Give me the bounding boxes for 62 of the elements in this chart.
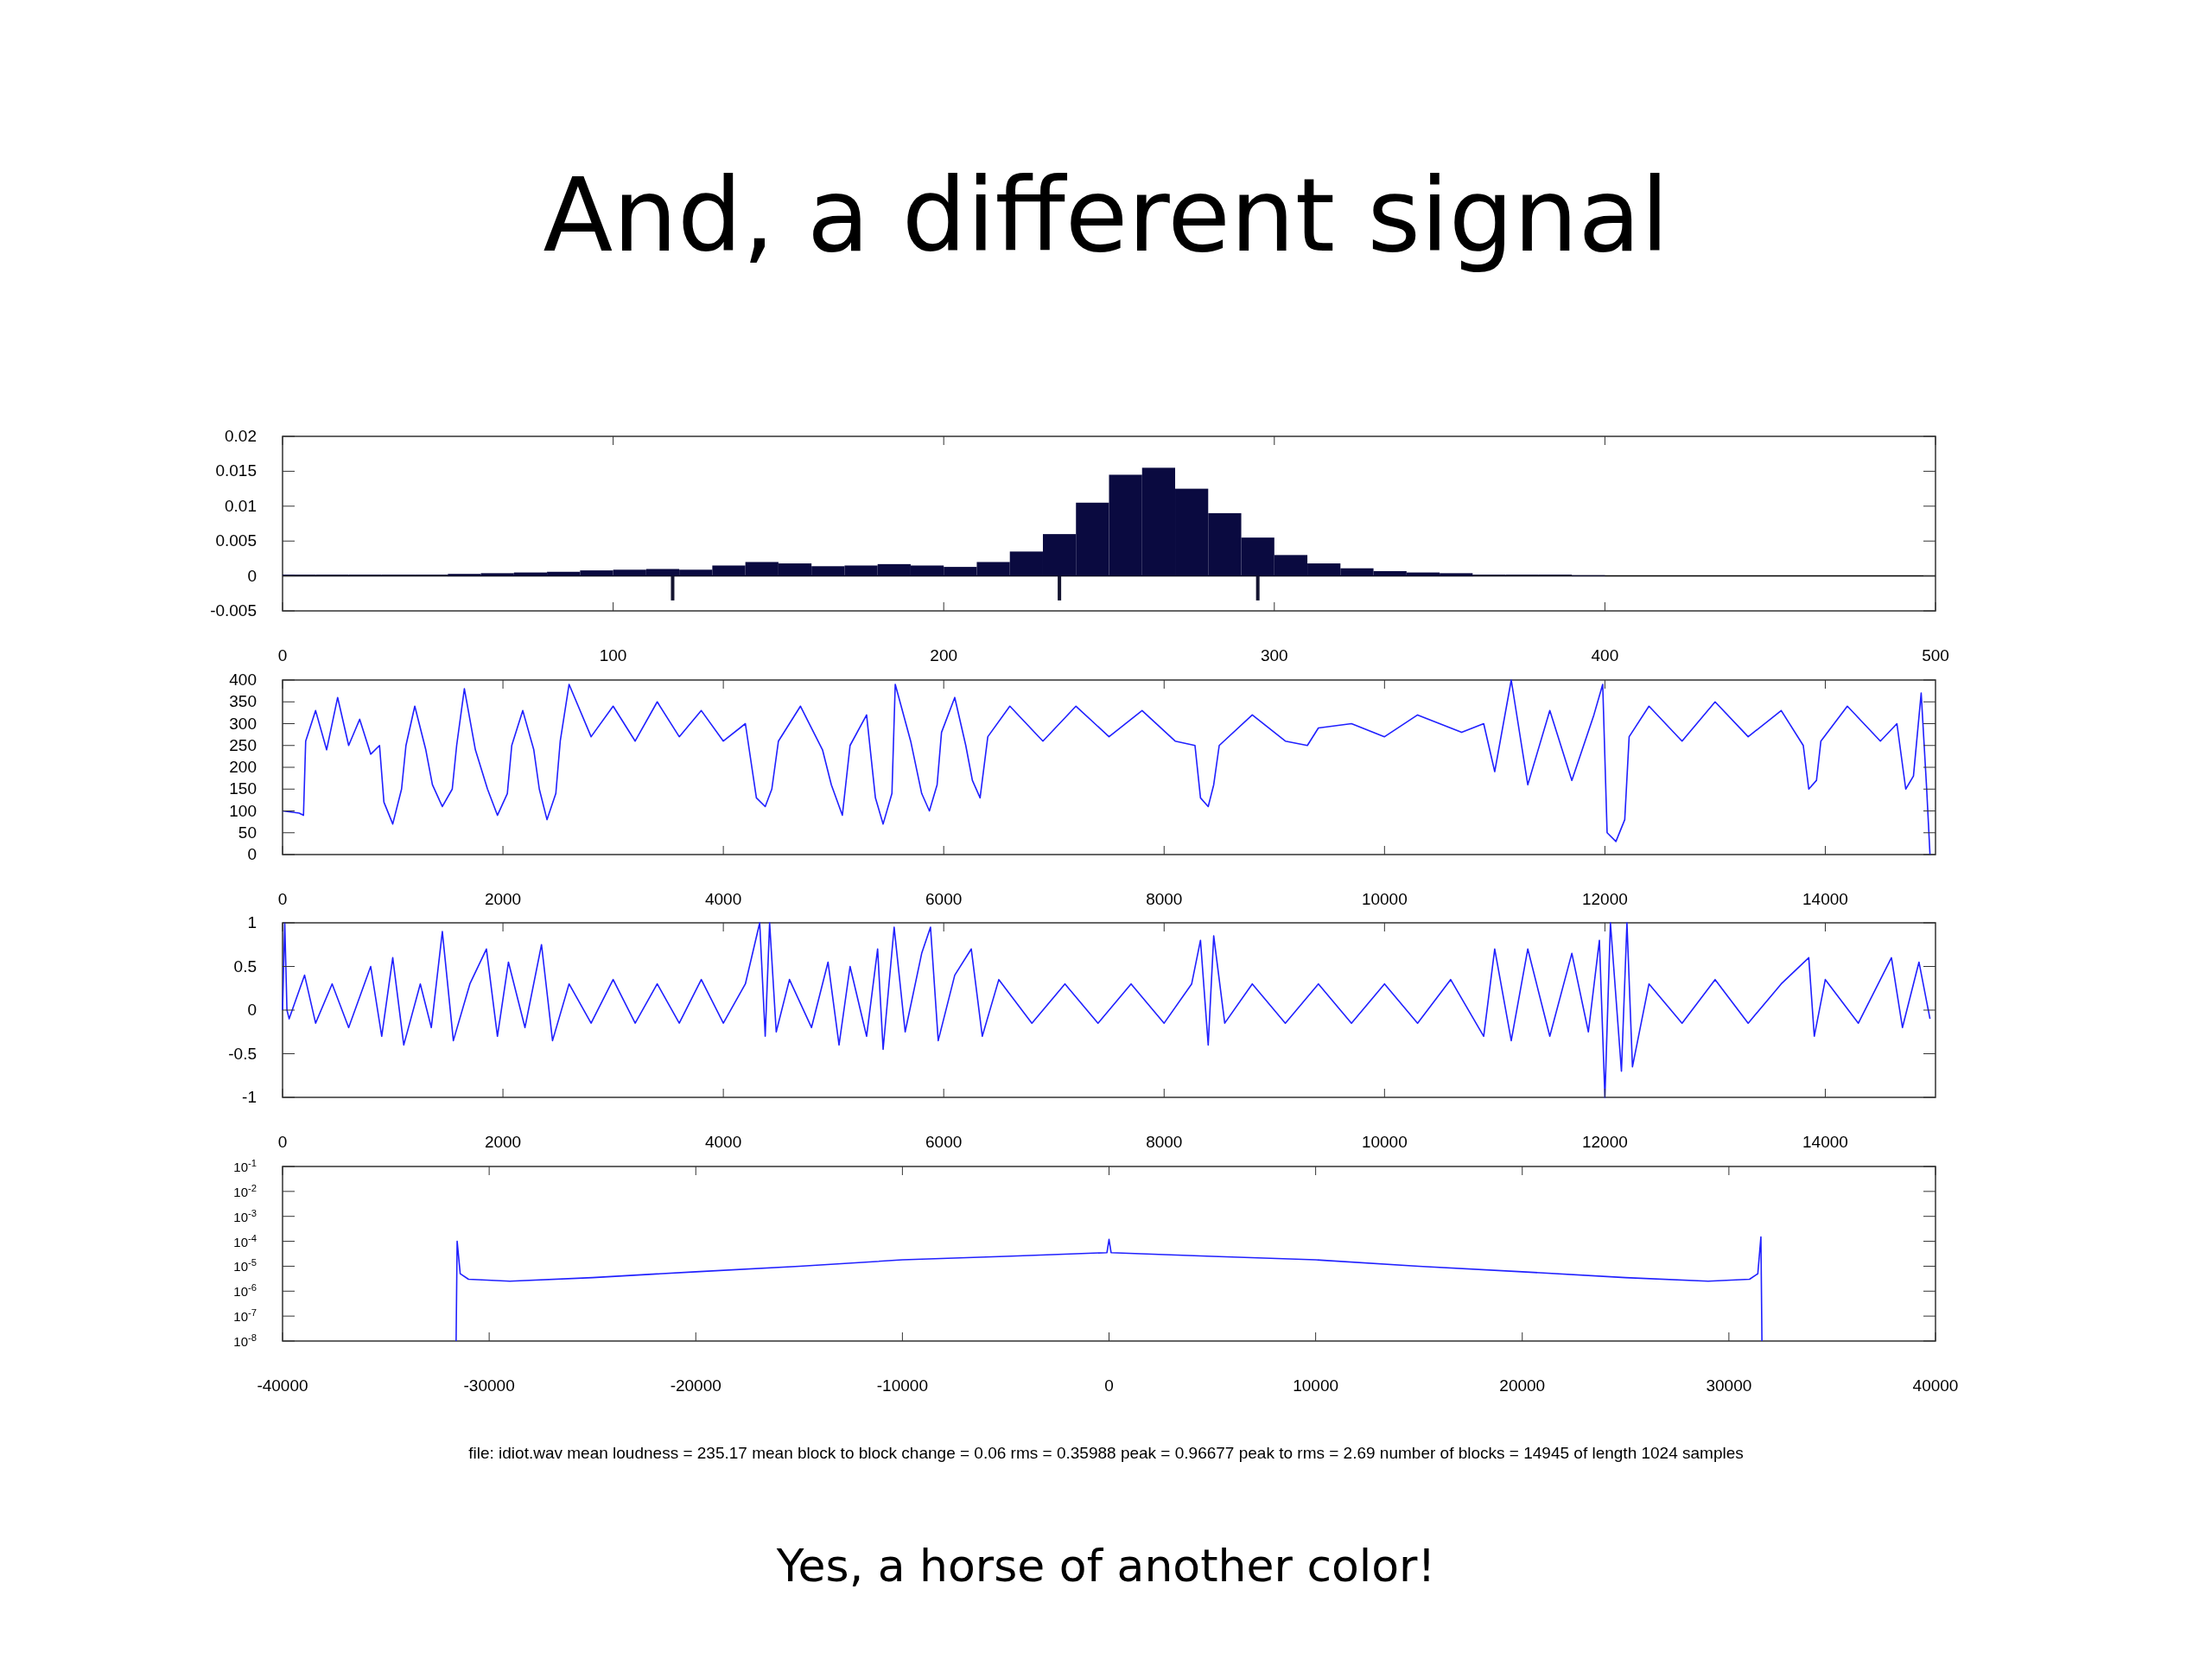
- y-tick-label: -0.005: [210, 601, 257, 620]
- y-tick-label: 10$^{-6}$: [233, 1282, 257, 1300]
- y-tick-label: 10$^{-3}$: [233, 1207, 257, 1224]
- y-tick-label: 0.015: [215, 461, 257, 480]
- x-tick-label: 8000: [1146, 890, 1183, 908]
- y-tick-label: 350: [229, 692, 257, 711]
- y-tick-label: 150: [229, 779, 257, 798]
- y-tick-label: 300: [229, 714, 257, 733]
- y-tick-label: 200: [229, 758, 257, 776]
- y-tick-label: 0: [247, 845, 257, 863]
- y-tick-label: 0: [247, 1001, 257, 1019]
- x-tick-label: 2000: [484, 1133, 522, 1151]
- y-tick-label: 0.5: [233, 957, 257, 976]
- x-tick-label: 0: [1104, 1376, 1114, 1395]
- x-tick-label: 12000: [1581, 890, 1628, 908]
- x-tick-label: 500: [1922, 646, 1949, 664]
- x-tick-label: 20000: [1499, 1376, 1546, 1395]
- text: Yes, a horse of another color!: [775, 1540, 1436, 1592]
- x-tick-label: 4000: [704, 1133, 742, 1151]
- y-tick-label: 10$^{-4}$: [233, 1232, 257, 1249]
- y-tick-label: 400: [229, 671, 257, 689]
- x-tick-label: 6000: [925, 890, 963, 908]
- y-tick-label: 10$^{-5}$: [233, 1257, 257, 1274]
- x-tick-label: 30000: [1706, 1376, 1752, 1395]
- x-tick-label: 40000: [1912, 1376, 1959, 1395]
- x-tick-label: 2000: [484, 890, 522, 908]
- x-tick-label: 10000: [1293, 1376, 1339, 1395]
- x-tick-label: 0: [277, 646, 288, 664]
- y-tick-label: 0.005: [215, 531, 257, 550]
- x-tick-label: 14000: [1802, 890, 1848, 908]
- chart-title: And, a different signal: [543, 156, 1669, 275]
- y-tick-label: 0: [247, 566, 257, 585]
- x-tick-label: -40000: [257, 1376, 308, 1395]
- y-tick-label: 10$^{-2}$: [233, 1182, 257, 1199]
- y-tick-label: 10$^{-7}$: [233, 1307, 257, 1325]
- y-tick-label: 0.01: [225, 496, 257, 515]
- y-tick-label: 1: [247, 913, 257, 931]
- x-tick-label: 0: [277, 1133, 288, 1151]
- y-tick-label: 50: [238, 823, 257, 842]
- y-tick-label: -1: [242, 1088, 257, 1106]
- y-tick-label: 100: [229, 801, 257, 820]
- x-tick-label: 400: [1591, 646, 1619, 664]
- x-tick-label: 100: [599, 646, 627, 664]
- y-tick-label: 10$^{-1}$: [233, 1158, 257, 1174]
- x-tick-label: 0: [277, 890, 288, 908]
- x-tick-label: 200: [930, 646, 958, 664]
- x-tick-label: 10000: [1361, 1133, 1408, 1151]
- x-tick-label: -30000: [463, 1376, 515, 1395]
- x-tick-label: 10000: [1361, 890, 1408, 908]
- x-tick-label: 12000: [1581, 1133, 1628, 1151]
- x-tick-label: 14000: [1802, 1133, 1848, 1151]
- x-tick-label: -10000: [876, 1376, 928, 1395]
- x-tick-label: 300: [1260, 646, 1288, 664]
- x-tick-label: 8000: [1146, 1133, 1183, 1151]
- y-tick-label: 0.02: [225, 427, 257, 445]
- text: file: idiot.wav mean loudness = 235.17 mean block to block change = 0.06 rms = 0.35988 peak = 0.96677 peak to rms = 2.69 number of blocks = 14945 of length 1024 samples: [468, 1444, 1744, 1462]
- x-tick-label: -20000: [670, 1376, 721, 1395]
- y-tick-label: 250: [229, 735, 257, 754]
- y-tick-label: 10$^{-8}$: [233, 1332, 257, 1349]
- x-tick-label: 4000: [704, 890, 742, 908]
- x-tick-label: 6000: [925, 1133, 963, 1151]
- y-tick-label: -0.5: [228, 1044, 257, 1063]
